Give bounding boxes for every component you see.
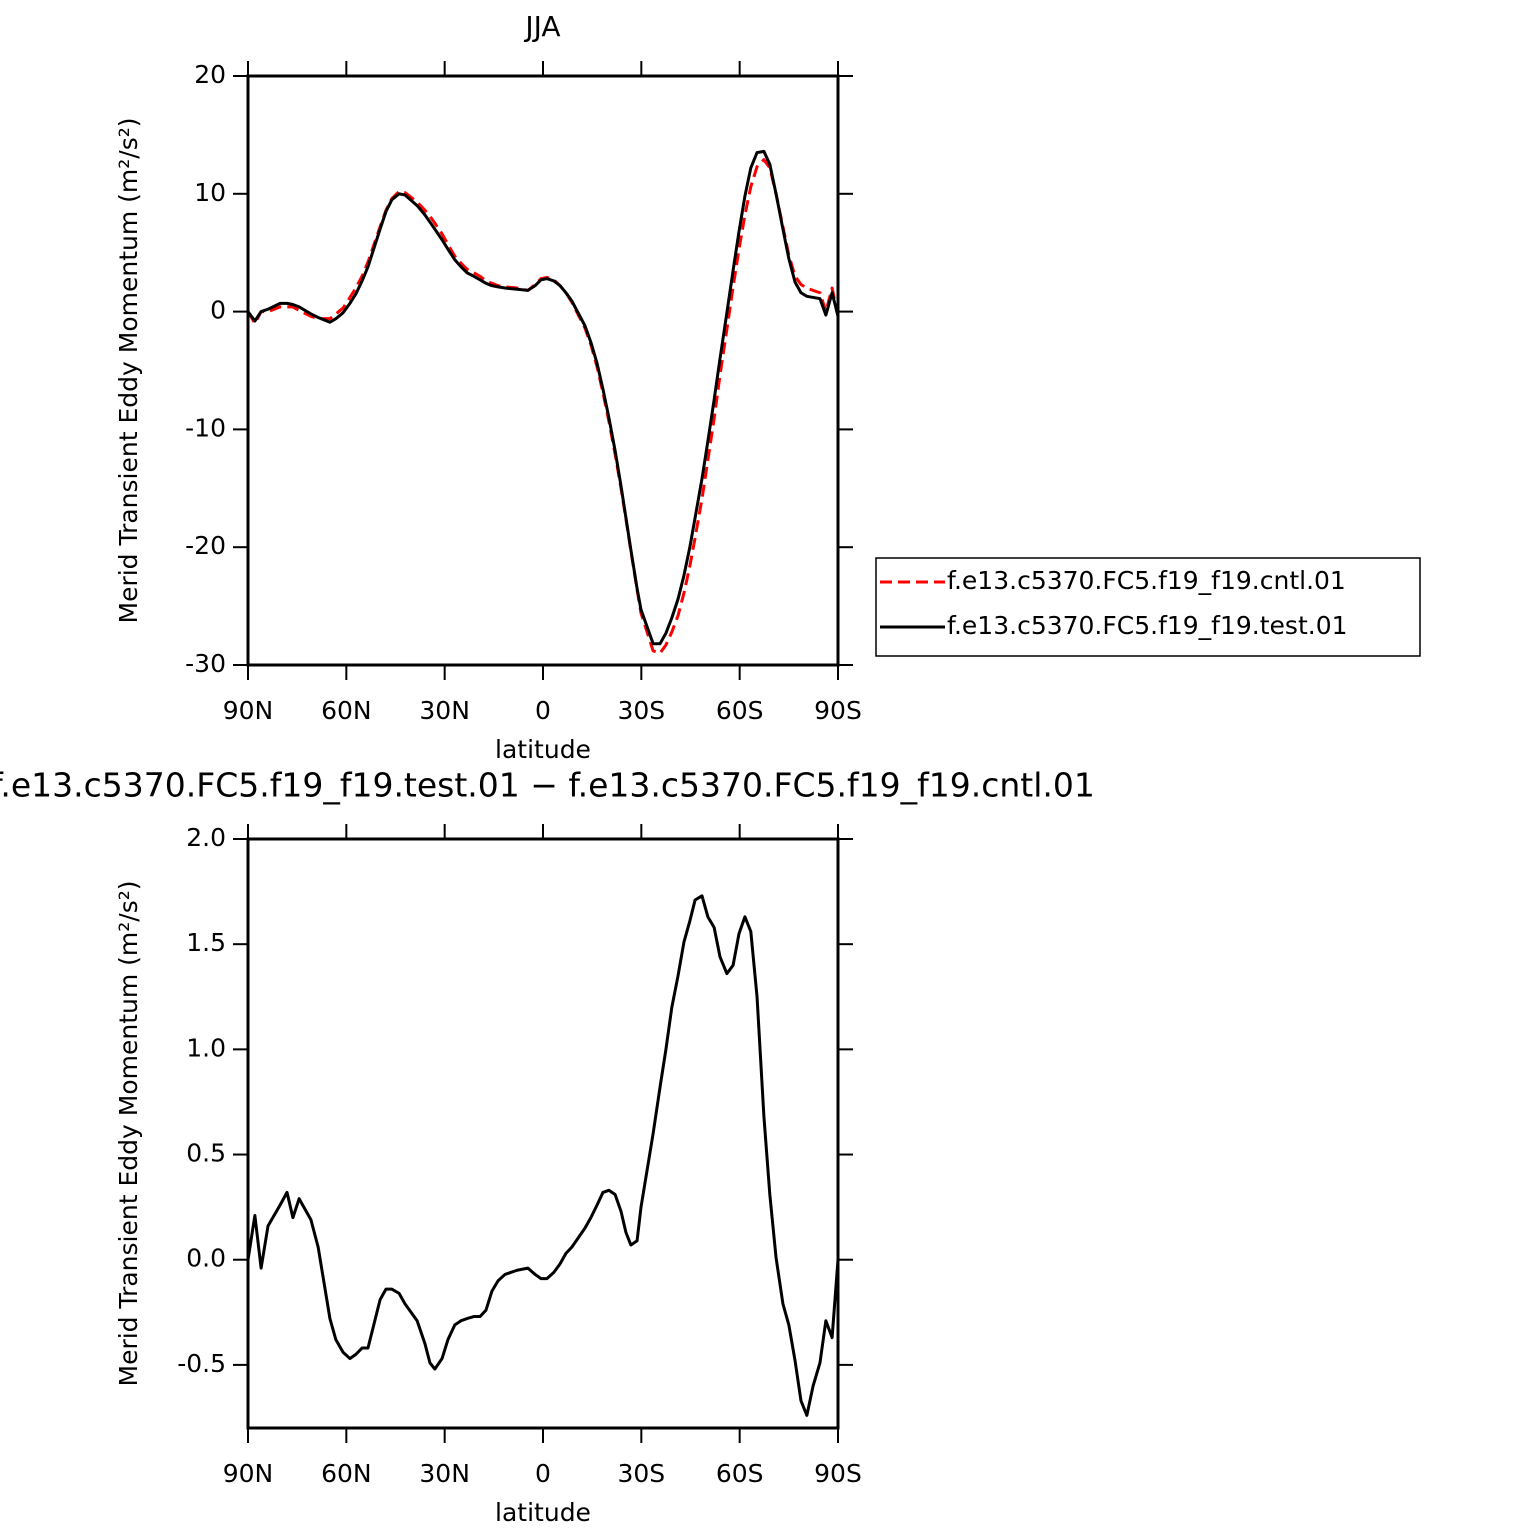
y-axis-label: Merid Transient Eddy Momentum (m²/s²) (114, 118, 143, 624)
x-tick-label: 90N (223, 696, 274, 725)
legend-label: f.e13.c5370.FC5.f19_f19.test.01 (947, 611, 1348, 640)
x-tick-label: 60S (716, 696, 764, 725)
chart-title: JJA (523, 10, 560, 43)
x-tick-label: 30N (419, 696, 470, 725)
x-tick-label: 60N (321, 1459, 372, 1488)
legend-label: f.e13.c5370.FC5.f19_f19.cntl.01 (947, 566, 1346, 595)
y-tick-label: -0.5 (177, 1349, 226, 1378)
x-tick-label: 30N (419, 1459, 470, 1488)
y-tick-label: 0.5 (186, 1139, 226, 1168)
x-axis-label: latitude (495, 1498, 591, 1527)
x-tick-label: 60S (716, 1459, 764, 1488)
data-line (246, 158, 840, 655)
y-tick-label: -30 (185, 649, 226, 678)
x-axis-label: latitude (495, 735, 591, 764)
y-tick-label: 20 (194, 60, 226, 89)
plot-frame (246, 74, 840, 667)
x-tick-label: 90S (814, 1459, 862, 1488)
y-tick-label: -20 (185, 531, 226, 560)
y-tick-label: 0.0 (186, 1244, 226, 1273)
y-tick-label: 1.0 (186, 1033, 226, 1062)
data-line (246, 894, 840, 1417)
legend-box (875, 557, 1421, 657)
chart-title: f.e13.c5370.FC5.f19_f19.test.01 − f.e13.… (0, 766, 1095, 805)
y-tick-label: 10 (194, 178, 226, 207)
y-tick-label: 2.0 (186, 823, 226, 852)
plot-frame (246, 837, 840, 1430)
y-tick-label: -10 (185, 413, 226, 442)
x-tick-label: 90N (223, 1459, 274, 1488)
x-tick-label: 0 (535, 1459, 551, 1488)
data-line (246, 149, 840, 646)
x-tick-label: 90S (814, 696, 862, 725)
x-tick-label: 60N (321, 696, 372, 725)
x-tick-label: 0 (535, 696, 551, 725)
x-tick-label: 30S (617, 1459, 665, 1488)
y-tick-label: 0 (210, 296, 226, 325)
x-tick-label: 30S (617, 696, 665, 725)
y-tick-label: 1.5 (186, 928, 226, 957)
y-axis-label: Merid Transient Eddy Momentum (m²/s²) (114, 881, 143, 1387)
